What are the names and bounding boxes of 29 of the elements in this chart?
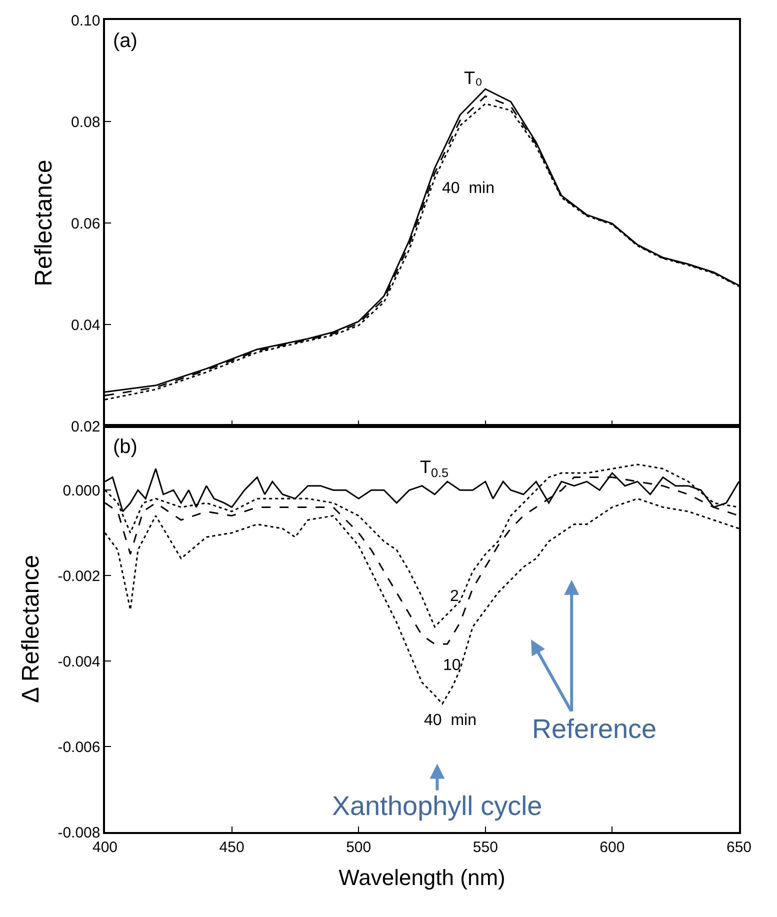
x-tick-label: 400 xyxy=(92,838,118,856)
annotation: (b) xyxy=(113,436,138,458)
annotation: 10 xyxy=(443,657,461,674)
y-axis-title: Δ Reflectance xyxy=(17,554,44,704)
y-tick-label: -0.008 xyxy=(58,824,100,842)
y-tick-label: 0.02 xyxy=(71,418,100,436)
y-tick-label: 0.04 xyxy=(71,316,100,334)
annotation: Reference xyxy=(532,714,657,744)
annotation: (a) xyxy=(113,30,138,52)
y-tick-label: -0.004 xyxy=(58,653,100,670)
x-axis-title: Wavelength (nm) xyxy=(338,865,506,890)
y-tick-label: 0.06 xyxy=(71,215,100,232)
y-tick-label: 0.08 xyxy=(71,114,100,131)
y-tick-label: 0.10 xyxy=(71,12,100,30)
annotation: T₀ xyxy=(464,68,482,88)
annotation: 40 min xyxy=(442,180,494,197)
y-tick-label: -0.006 xyxy=(58,738,100,756)
x-tick-label: 500 xyxy=(346,838,372,856)
annotation: 2 xyxy=(450,588,459,605)
x-tick-label: 550 xyxy=(472,838,498,856)
y-tick-label: -0.002 xyxy=(58,568,100,585)
x-tick-label: 450 xyxy=(219,838,244,856)
annotation: 40 min xyxy=(424,712,476,729)
y-tick-label: 0.000 xyxy=(62,482,100,500)
x-tick-label: 600 xyxy=(600,838,625,856)
y-axis-title: Reflectance xyxy=(30,160,58,286)
x-tick-label: 650 xyxy=(726,838,752,856)
annotation: T$_{0.5}$ xyxy=(420,457,449,480)
annotation: Xanthophyll cycle xyxy=(332,791,542,821)
